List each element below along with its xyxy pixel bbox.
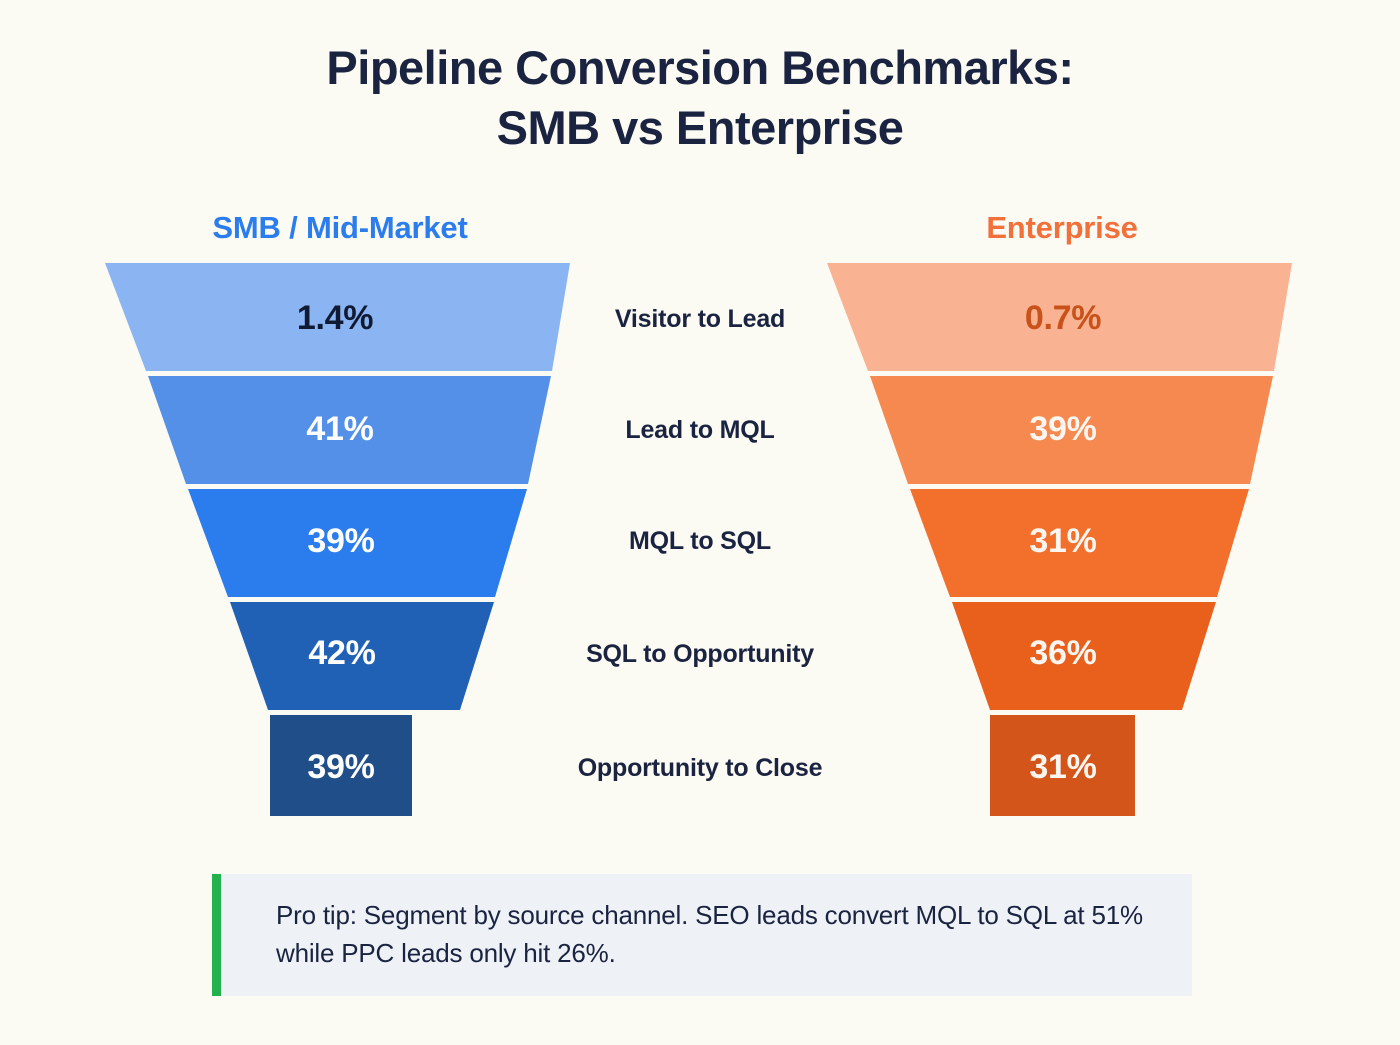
value-smb-4: 42% (308, 634, 376, 672)
column-header-smb: SMB / Mid-Market (212, 210, 468, 245)
stage-label-2: Lead to MQL (625, 416, 775, 444)
value-smb-1: 1.4% (296, 299, 374, 337)
title-line-2: SMB vs Enterprise (496, 100, 904, 154)
value-smb-3: 39% (307, 522, 375, 560)
value-ent-3: 31% (1029, 522, 1097, 560)
value-ent-1: 0.7% (1024, 299, 1102, 337)
pro-tip-text: Pro tip: Segment by source channel. SEO … (276, 900, 1143, 968)
value-ent-2: 39% (1029, 410, 1097, 448)
stage-label-3: MQL to SQL (629, 527, 771, 555)
column-header-enterprise: Enterprise (986, 210, 1138, 245)
stage-label-1: Visitor to Lead (614, 305, 786, 333)
value-smb-2: 41% (306, 410, 374, 448)
stage-label-4: SQL to Opportunity (586, 640, 814, 668)
value-ent-5: 31% (1029, 748, 1097, 786)
value-smb-5: 39% (307, 748, 375, 786)
pro-tip-accent-bar (212, 874, 221, 996)
page-title: Pipeline Conversion Benchmarks: SMB vs E… (0, 38, 1400, 157)
title-line-1: Pipeline Conversion Benchmarks: (326, 41, 1074, 94)
stage-label-5: Opportunity to Close (577, 754, 823, 782)
pro-tip-callout: Pro tip: Segment by source channel. SEO … (212, 874, 1192, 996)
value-ent-4: 36% (1029, 634, 1097, 672)
